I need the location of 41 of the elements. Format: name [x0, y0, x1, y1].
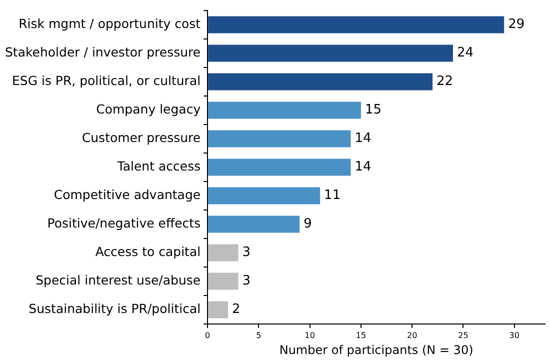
- x-tick-label: 0: [205, 330, 210, 340]
- y-tick-label: Risk mgmt / opportunity cost: [18, 16, 201, 31]
- data-label: 15: [364, 102, 382, 118]
- y-tick-label: Sustainability is PR/political: [28, 301, 201, 316]
- y-tick-label: Talent access: [116, 158, 201, 174]
- y-tick-label: ESG is PR, political, or cultural: [12, 73, 201, 88]
- x-tick-label: 15: [356, 330, 366, 340]
- y-tick-label: Special interest use/abuse: [36, 272, 201, 288]
- x-tick-label: 20: [406, 330, 418, 340]
- x-tick-label: 5: [256, 330, 262, 340]
- bar: [208, 301, 228, 318]
- bar: [208, 272, 238, 290]
- bar: [208, 73, 433, 90]
- data-label: 3: [242, 274, 251, 289]
- data-label: 11: [324, 188, 341, 204]
- bar: [208, 187, 320, 204]
- data-label: 29: [508, 17, 525, 32]
- x-axis-title: Number of participants (N = 30): [279, 342, 474, 357]
- data-label: 3: [242, 245, 251, 260]
- bar: [208, 158, 351, 176]
- y-tick-label: Positive/negative effects: [47, 216, 201, 230]
- x-tick-label: 25: [458, 330, 468, 340]
- data-label: 14: [354, 131, 372, 146]
- y-tick-label: Company legacy: [96, 102, 202, 116]
- y-tick-label: Competitive advantage: [54, 187, 201, 202]
- data-label: 2: [232, 302, 240, 318]
- data-label: 14: [354, 160, 372, 175]
- x-tick-label: 30: [509, 330, 520, 340]
- y-tick-label: Access to capital: [95, 244, 201, 259]
- bar: [208, 16, 504, 34]
- y-tick-label: Stakeholder / investor pressure: [5, 44, 201, 60]
- x-tick-label: 10: [304, 330, 315, 340]
- y-tick-label: Customer pressure: [82, 130, 201, 145]
- bar: [208, 216, 300, 233]
- data-label: 24: [456, 46, 474, 61]
- bar: [208, 102, 361, 119]
- bar: [208, 244, 238, 262]
- data-label: 9: [304, 216, 312, 232]
- bar: [208, 130, 351, 148]
- bar: [208, 44, 453, 62]
- data-label: 22: [436, 74, 454, 90]
